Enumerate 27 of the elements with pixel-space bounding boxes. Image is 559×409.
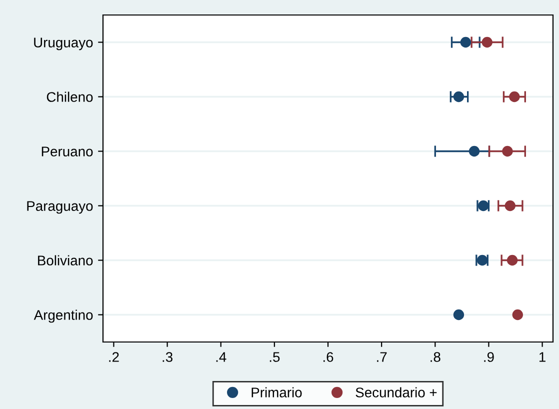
x-tick-label: .3	[162, 352, 172, 362]
point	[502, 146, 513, 157]
y-tick-label: Paraguayo	[27, 201, 93, 214]
y-tick-label: Chileno	[46, 92, 93, 102]
point	[509, 91, 520, 102]
y-tick-label: Boliviano	[38, 255, 93, 266]
point	[460, 36, 472, 48]
legend-label: Primario	[252, 387, 302, 398]
x-tick-label: .9	[484, 352, 494, 362]
point	[482, 36, 492, 48]
x-tick-label: .5	[270, 352, 280, 362]
x-tick-label: .7	[377, 352, 387, 362]
x-tick-label: .8	[430, 352, 440, 362]
x-tick-label: .6	[323, 352, 334, 362]
point	[468, 146, 480, 157]
point	[453, 309, 464, 320]
y-tick-label: Uruguayo	[34, 38, 93, 50]
point	[506, 254, 518, 266]
point	[453, 91, 464, 102]
y-tick-label: Peruano	[42, 146, 93, 156]
y-tick-label: Argentino	[34, 310, 93, 323]
x-tick-label: 1	[539, 352, 546, 362]
legend-label: Secundario +	[356, 387, 437, 398]
x-tick-label: .4	[216, 352, 226, 362]
x-tick-label: .2	[109, 352, 119, 362]
point	[504, 200, 516, 212]
point	[512, 309, 523, 320]
